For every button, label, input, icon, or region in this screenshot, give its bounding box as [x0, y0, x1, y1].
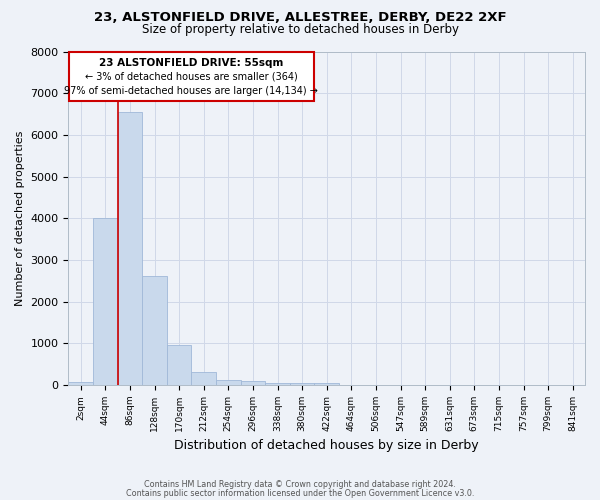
Text: 23, ALSTONFIELD DRIVE, ALLESTREE, DERBY, DE22 2XF: 23, ALSTONFIELD DRIVE, ALLESTREE, DERBY,… — [94, 11, 506, 24]
Text: 23 ALSTONFIELD DRIVE: 55sqm: 23 ALSTONFIELD DRIVE: 55sqm — [99, 58, 284, 68]
X-axis label: Distribution of detached houses by size in Derby: Distribution of detached houses by size … — [175, 440, 479, 452]
Bar — [290, 382, 314, 385]
Text: Size of property relative to detached houses in Derby: Size of property relative to detached ho… — [142, 22, 458, 36]
Bar — [265, 382, 290, 385]
Bar — [216, 380, 241, 385]
Bar — [118, 112, 142, 385]
Bar — [241, 382, 265, 385]
Bar — [314, 383, 339, 385]
Y-axis label: Number of detached properties: Number of detached properties — [15, 130, 25, 306]
Bar — [68, 382, 93, 385]
Text: Contains HM Land Registry data © Crown copyright and database right 2024.: Contains HM Land Registry data © Crown c… — [144, 480, 456, 489]
FancyBboxPatch shape — [69, 52, 314, 100]
Text: ← 3% of detached houses are smaller (364): ← 3% of detached houses are smaller (364… — [85, 72, 298, 82]
Bar — [191, 372, 216, 385]
Text: Contains public sector information licensed under the Open Government Licence v3: Contains public sector information licen… — [126, 488, 474, 498]
Bar — [167, 346, 191, 385]
Bar — [93, 218, 118, 385]
Bar — [142, 276, 167, 385]
Text: 97% of semi-detached houses are larger (14,134) →: 97% of semi-detached houses are larger (… — [64, 86, 319, 96]
